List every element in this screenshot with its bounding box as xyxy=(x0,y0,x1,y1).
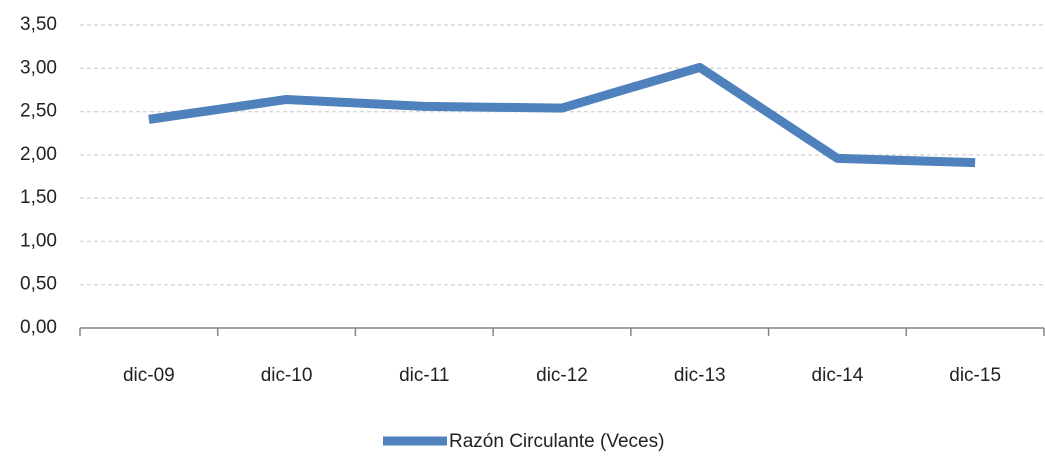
y-tick-label: 1,50 xyxy=(20,187,57,208)
y-tick-label: 2,00 xyxy=(20,144,57,165)
legend-label: Razón Circulante (Veces) xyxy=(449,431,664,452)
y-tick-label: 2,50 xyxy=(20,101,57,122)
y-tick-label: 0,00 xyxy=(20,317,57,338)
x-tick-label: dic-11 xyxy=(399,365,449,386)
x-tick-label: dic-12 xyxy=(536,365,588,386)
x-tick-label: dic-13 xyxy=(674,365,726,386)
x-tick-label: dic-10 xyxy=(261,365,313,386)
y-tick-label: 0,50 xyxy=(20,274,57,295)
x-tick-label: dic-15 xyxy=(949,365,1001,386)
y-tick-label: 1,00 xyxy=(20,230,57,251)
y-tick-label: 3,50 xyxy=(20,14,57,35)
line-series xyxy=(148,62,976,168)
y-tick-label: 3,00 xyxy=(20,57,57,78)
x-tick-label: dic-09 xyxy=(123,365,175,386)
x-tick-label: dic-14 xyxy=(812,365,864,386)
